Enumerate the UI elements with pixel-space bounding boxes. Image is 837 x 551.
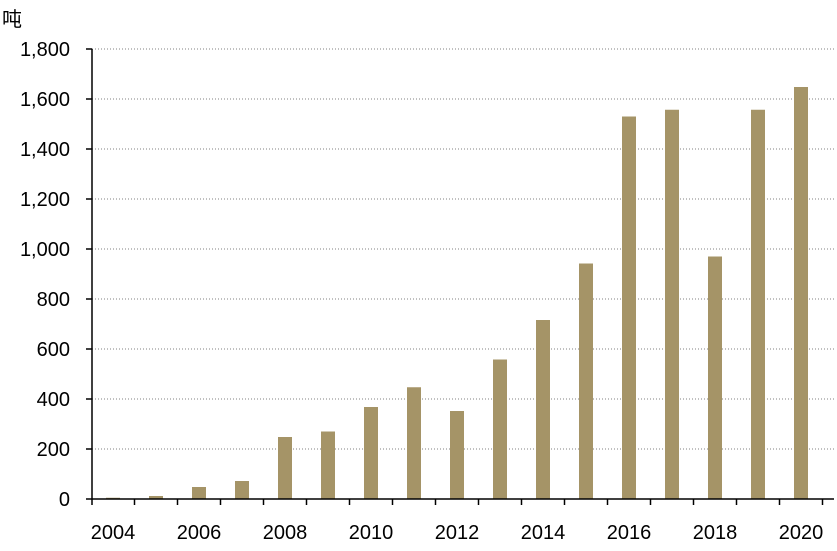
x-tick-label: 2008 <box>263 522 308 544</box>
y-tick-label: 1,800 <box>20 39 70 61</box>
x-tick-labels: 2004 2006 2008 2010 2012 2014 2016 2018 2020 <box>91 522 824 544</box>
y-tick-label: 1,600 <box>20 89 70 111</box>
bar-2006 <box>192 487 206 499</box>
bars <box>106 87 808 499</box>
bar-2007 <box>235 481 249 499</box>
bar-2017 <box>665 109 679 499</box>
y-tick-label: 1,000 <box>20 239 70 261</box>
gridlines <box>92 48 834 450</box>
axes <box>86 48 834 505</box>
bar-2016 <box>622 116 636 499</box>
y-tick-label: 1,400 <box>20 139 70 161</box>
x-tick-label: 2016 <box>607 522 652 544</box>
bar-2019 <box>751 109 765 499</box>
bar-2013 <box>493 359 507 499</box>
y-tick-label: 1,200 <box>20 189 70 211</box>
bar-2009 <box>321 431 335 499</box>
x-tick-label: 2014 <box>521 522 566 544</box>
x-tick-label: 2004 <box>91 522 136 544</box>
x-tick-label: 2020 <box>779 522 824 544</box>
y-tick-label: 200 <box>37 439 70 461</box>
bar-2012 <box>450 411 464 499</box>
bar-2018 <box>708 256 722 499</box>
bar-2005 <box>149 496 163 499</box>
bar-2008 <box>278 437 292 499</box>
y-unit-label: 吨 <box>2 8 22 31</box>
x-tick-label: 2006 <box>177 522 222 544</box>
x-tick-label: 2018 <box>693 522 738 544</box>
y-tick-label: 800 <box>37 289 70 311</box>
bar-2010 <box>364 407 378 499</box>
bar-2015 <box>579 263 593 499</box>
bar-2011 <box>407 387 421 499</box>
bar-2014 <box>536 320 550 499</box>
y-tick-label: 400 <box>37 389 70 411</box>
y-tick-labels: 0 200 400 600 800 1,000 1,200 1,400 1,600 1,800 <box>20 39 70 511</box>
y-tick-label: 600 <box>37 339 70 361</box>
bar-2020 <box>794 87 808 499</box>
y-tick-label: 0 <box>59 489 70 511</box>
x-tick-label: 2010 <box>349 522 394 544</box>
x-tick-label: 2012 <box>435 522 480 544</box>
